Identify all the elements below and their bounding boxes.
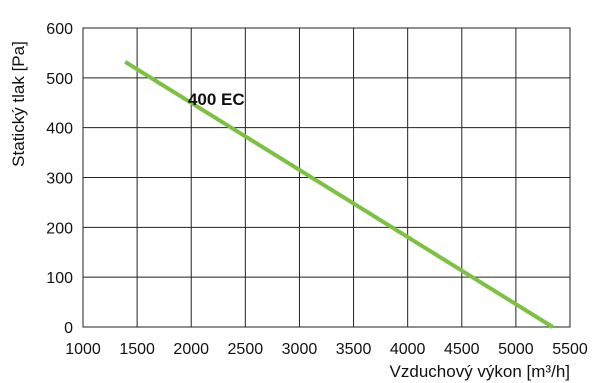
y-tick-label: 100 [46,270,73,287]
y-tick-label: 0 [64,320,73,337]
x-tick-label: 4000 [390,341,426,358]
y-tick-label: 300 [46,171,73,188]
x-tick-label: 5500 [552,341,588,358]
grid [82,27,571,328]
y-tick-label: 200 [46,220,73,237]
y-tick-label: 500 [46,71,73,88]
x-tick-label: 3000 [282,341,318,358]
x-tick-label: 5000 [498,341,534,358]
x-axis-ticks: 1000 1500 2000 2500 3000 3500 4000 4500 5000 5500 [65,341,588,358]
x-tick-label: 3500 [336,341,372,358]
x-tick-label: 4500 [444,341,480,358]
x-tick-label: 1000 [65,341,101,358]
series-line [124,60,554,329]
x-tick-label: 1500 [119,341,155,358]
y-tick-label: 600 [46,21,73,38]
x-tick-label: 2000 [173,341,209,358]
y-tick-label: 400 [46,121,73,138]
y-axis-label: Statický tlak [Pa] [9,41,28,167]
plot-frame [82,27,571,328]
series-label: 400 EC [188,90,245,109]
series-layer: 400 EC [124,60,554,329]
x-tick-label: 2500 [228,341,264,358]
y-axis-ticks: 0 100 200 300 400 500 600 [46,21,73,337]
x-axis-label: Vzduchový výkon [m³/h] [390,362,570,381]
